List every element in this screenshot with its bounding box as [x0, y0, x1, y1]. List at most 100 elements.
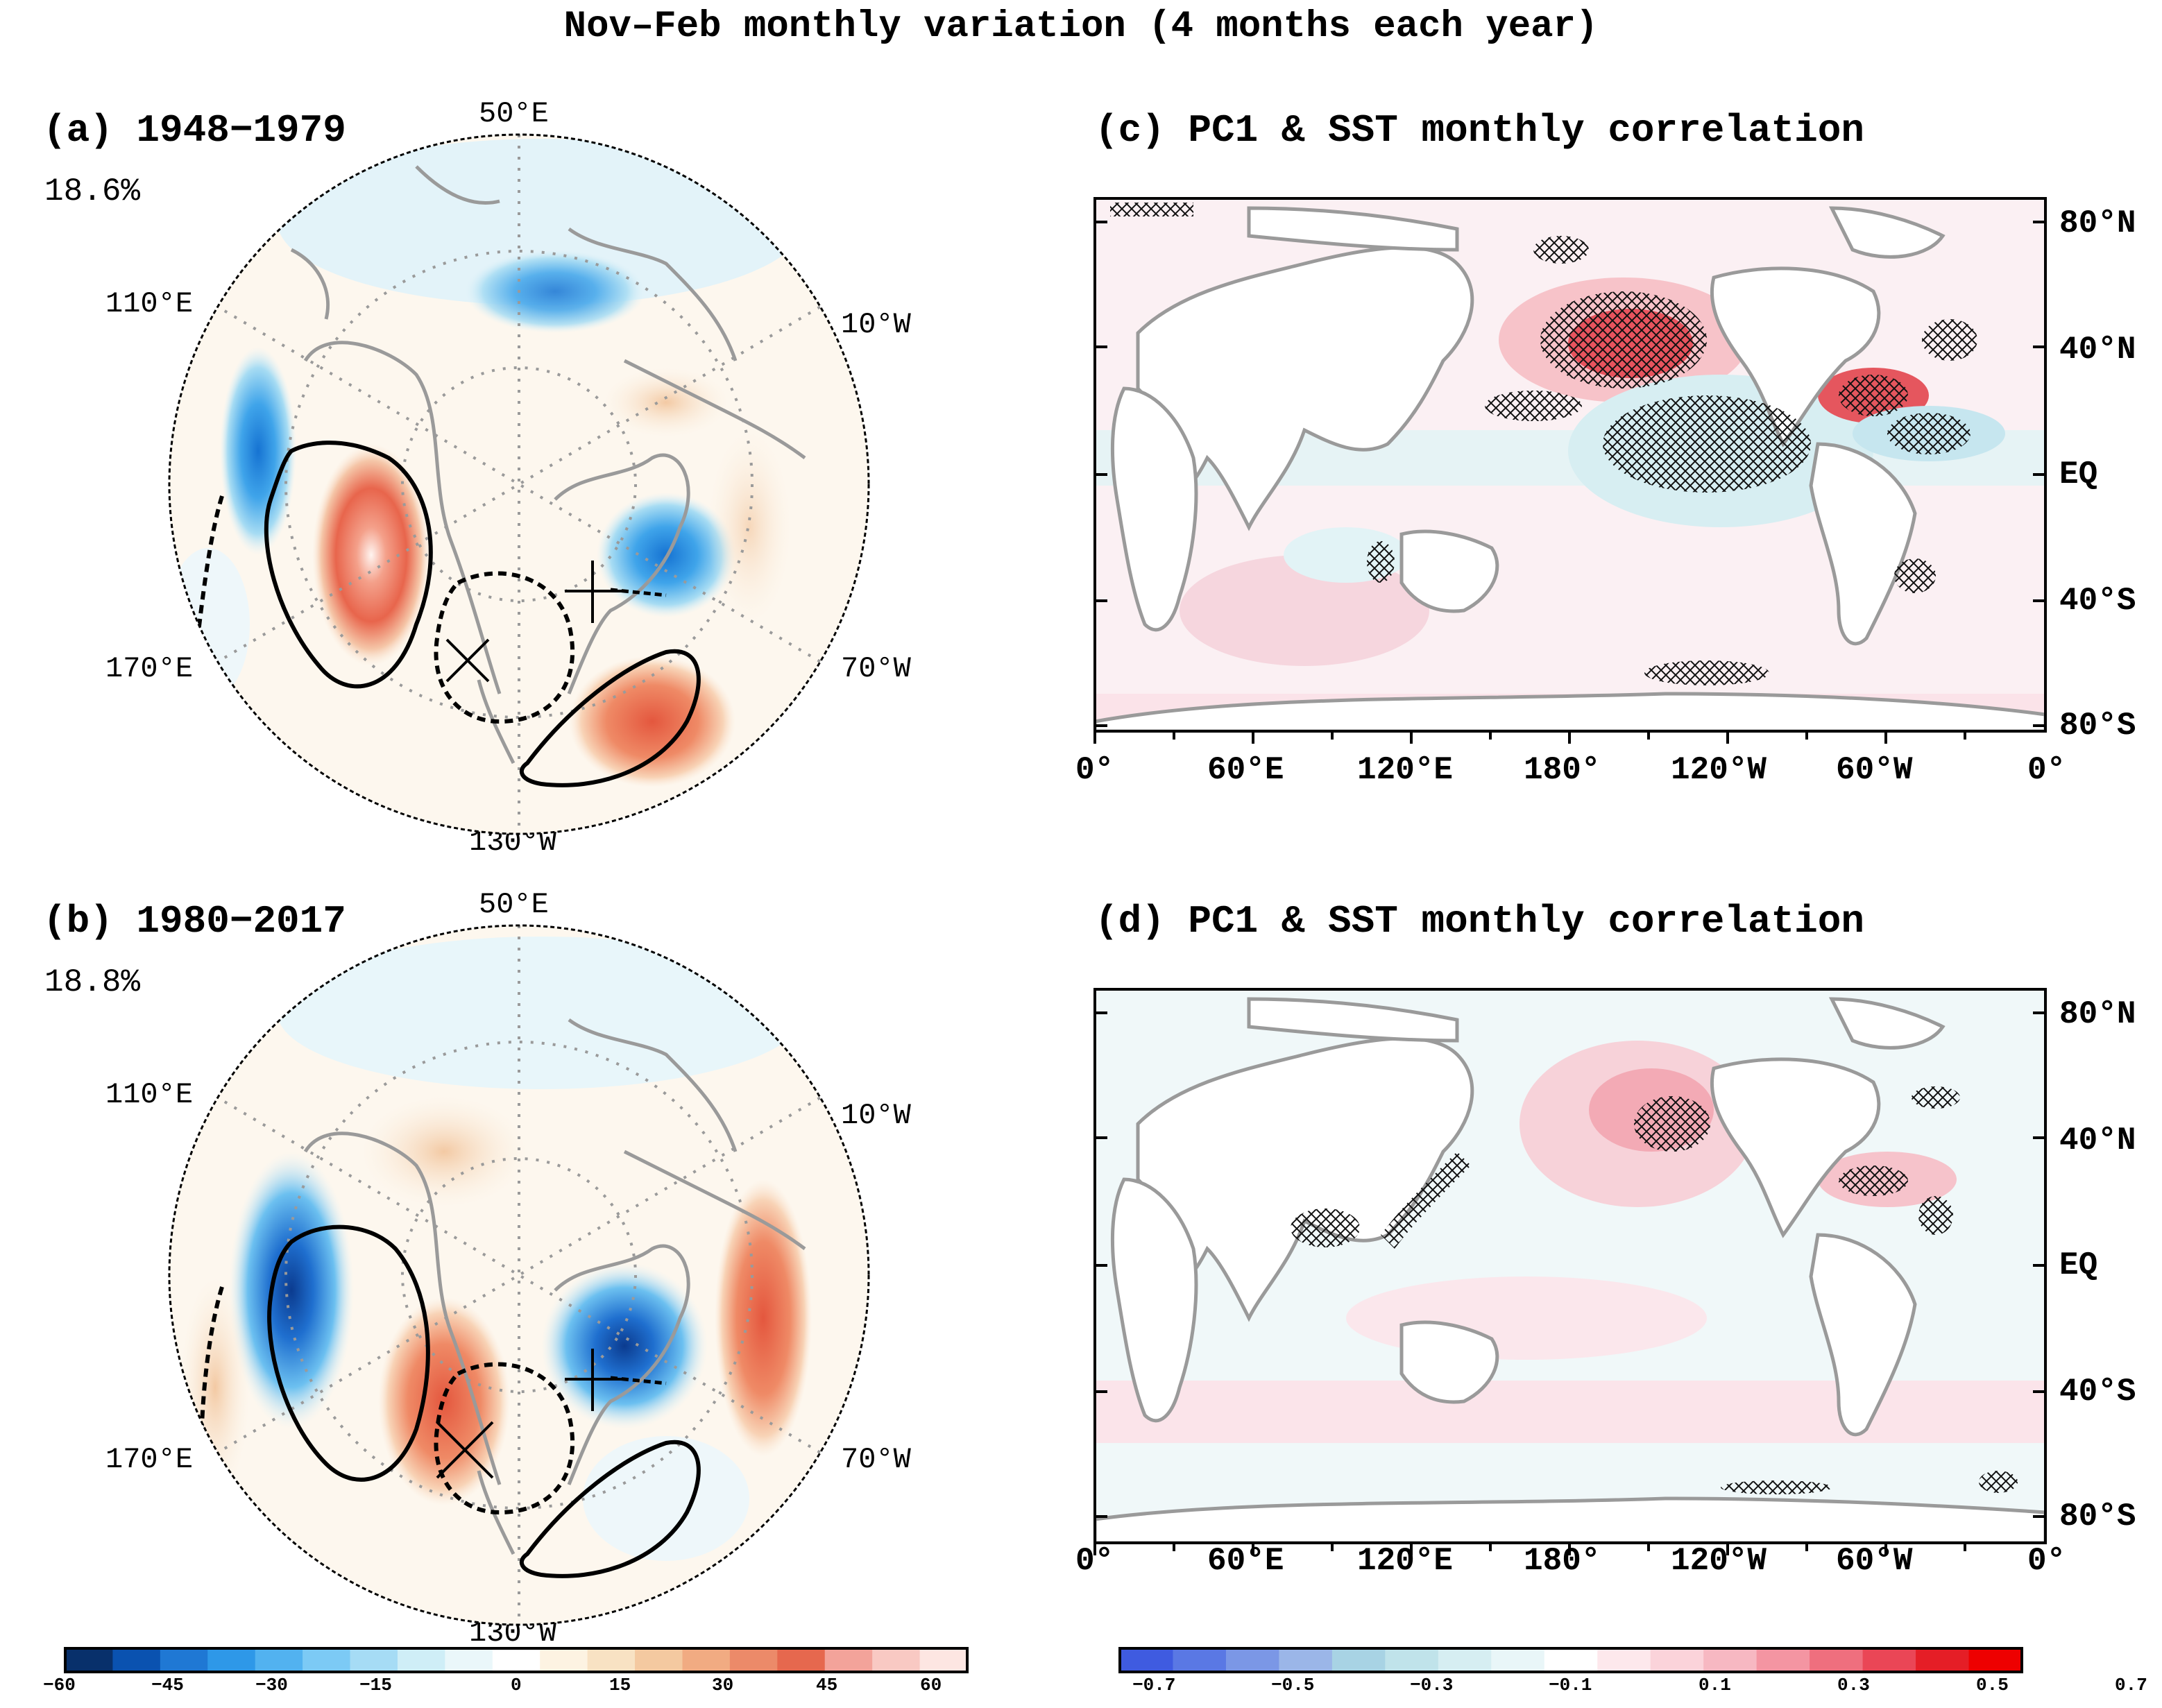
- panel-d-lon-label: 120°W: [1671, 1543, 1767, 1579]
- panel-c-lat-label: 40°S: [2059, 583, 2136, 619]
- colorbar-right-tick: −0.7: [1132, 1675, 1176, 1696]
- colorbar-right-swatch: [1968, 1648, 2023, 1672]
- colorbar-right-swatch: [1385, 1648, 1439, 1672]
- panel-c-lon-label: 0°: [2027, 752, 2066, 788]
- colorbar-right-tick: 0.7: [2115, 1675, 2147, 1696]
- panel-c-lon-label: 60°E: [1207, 752, 1284, 788]
- panel-a-lon-label: 10°W: [841, 308, 911, 341]
- colorbar-left-swatch: [777, 1648, 826, 1672]
- colorbar-right-tick: 0.1: [1699, 1675, 1731, 1696]
- panel-a-lon-label: 70°W: [841, 652, 911, 685]
- colorbar-left-tick: −45: [151, 1675, 184, 1696]
- colorbar-left-tick: −15: [359, 1675, 392, 1696]
- panel-c-map: [1095, 198, 2045, 731]
- colorbar-left-swatch: [445, 1648, 493, 1672]
- colorbar-left-tick: 45: [816, 1675, 838, 1696]
- panel-b-title: (b) 1980−2017: [43, 899, 346, 943]
- panel-d-lon-label: 0°: [2027, 1543, 2066, 1579]
- colorbar-right-swatch: [1597, 1648, 1651, 1672]
- colorbar-left-swatch: [397, 1648, 445, 1672]
- colorbar-left-swatch: [112, 1648, 161, 1672]
- colorbar-left-swatch: [824, 1648, 873, 1672]
- figure-title: Nov–Feb monthly variation (4 months each…: [563, 6, 1599, 48]
- colorbar-left-swatch: [207, 1648, 256, 1672]
- panel-c-lon-label: 0°: [1075, 752, 1114, 788]
- colorbar-left-tick: 15: [609, 1675, 631, 1696]
- panel-c-lat-label: 80°S: [2059, 708, 2136, 744]
- colorbar-left-tick: −30: [255, 1675, 288, 1696]
- colorbar-right-frame: [1118, 1647, 2023, 1673]
- panel-a-lon-label: 170°E: [105, 652, 194, 685]
- colorbar-right-swatch: [1120, 1648, 1173, 1672]
- panel-d-lat-label: EQ: [2059, 1247, 2098, 1283]
- panel-d-lon-label: 120°E: [1357, 1543, 1454, 1579]
- panel-b-lon-label: 10°W: [841, 1099, 911, 1132]
- colorbar-right-swatch: [1225, 1648, 1279, 1672]
- colorbar-right-swatch: [1331, 1648, 1386, 1672]
- panel-d-lat-label: 40°S: [2059, 1374, 2136, 1410]
- panel-d-lat-label: 40°N: [2059, 1122, 2136, 1159]
- colorbar-left-swatch: [160, 1648, 208, 1672]
- panel-d-lon-label: 60°E: [1207, 1543, 1284, 1579]
- colorbar-left-swatch: [682, 1648, 731, 1672]
- panel-d-map: [1095, 989, 2045, 1543]
- panel-a-title: (a) 1948−1979: [43, 108, 346, 153]
- colorbar-left-swatch: [303, 1648, 351, 1672]
- colorbar-right-swatch: [1703, 1648, 1757, 1672]
- panel-b-lon-label: 110°E: [105, 1078, 194, 1111]
- panel-c-lat-label: 40°N: [2059, 332, 2136, 368]
- panel-b-variance: 18.8%: [44, 964, 141, 1000]
- colorbar-right-tick: −0.3: [1410, 1675, 1454, 1696]
- colorbar-left-frame: [64, 1647, 969, 1673]
- panel-d-lon-label: 180°: [1524, 1543, 1601, 1579]
- panel-c-lon-label: 120°E: [1357, 752, 1454, 788]
- panel-b-polar-map: [169, 925, 869, 1625]
- colorbar-left-swatch: [65, 1648, 113, 1672]
- panel-c-title: (c) PC1 & SST monthly correlation: [1095, 108, 1864, 153]
- panel-b-lon-label: 170°E: [105, 1443, 194, 1476]
- panel-a-boundary: [168, 133, 870, 835]
- panel-b-lon-label: 50°E: [479, 888, 549, 921]
- colorbar-left-swatch: [350, 1648, 398, 1672]
- colorbar-left-swatch: [255, 1648, 303, 1672]
- colorbar-right-swatch: [1491, 1648, 1545, 1672]
- colorbar-right: [1120, 1648, 2023, 1672]
- colorbar-left-swatch: [635, 1648, 683, 1672]
- panel-a-lon-label: 50°E: [479, 97, 549, 130]
- panel-d-title: (d) PC1 & SST monthly correlation: [1095, 899, 1864, 943]
- colorbar-right-tick: −0.5: [1271, 1675, 1315, 1696]
- colorbar-right-tick: 0.5: [1976, 1675, 2009, 1696]
- panel-d-lon-label: 60°W: [1836, 1543, 1913, 1579]
- panel-a-variance: 18.6%: [44, 173, 141, 210]
- panel-c-lat-label: EQ: [2059, 456, 2098, 493]
- panel-b-lon-label: 70°W: [841, 1443, 911, 1476]
- panel-c-lat-label: 80°N: [2059, 205, 2136, 241]
- colorbar-left: [65, 1648, 968, 1672]
- colorbar-left-swatch: [919, 1648, 968, 1672]
- panel-d-lat-label: 80°S: [2059, 1498, 2136, 1535]
- colorbar-right-swatch: [1173, 1648, 1227, 1672]
- colorbar-left-tick: −60: [43, 1675, 76, 1696]
- colorbar-right-swatch: [1279, 1648, 1333, 1672]
- panel-a-lon-label: 110°E: [105, 287, 194, 321]
- colorbar-left-swatch: [872, 1648, 921, 1672]
- colorbar-left-swatch: [492, 1648, 540, 1672]
- panel-c-ticks: [1093, 221, 2045, 744]
- colorbar-left-tick: 60: [920, 1675, 942, 1696]
- panel-d-lat-label: 80°N: [2059, 996, 2136, 1032]
- colorbar-right-tick: 0.3: [1837, 1675, 1870, 1696]
- panel-a-polar-map: [169, 135, 869, 834]
- colorbar-left-swatch: [587, 1648, 636, 1672]
- colorbar-right-swatch: [1916, 1648, 1970, 1672]
- panel-d-ticks: [1093, 1011, 2045, 1555]
- colorbar-right-swatch: [1862, 1648, 1916, 1672]
- colorbar-right-swatch: [1756, 1648, 1810, 1672]
- colorbar-left-swatch: [540, 1648, 588, 1672]
- panel-c-lon-label: 180°: [1524, 752, 1601, 788]
- colorbar-right-tick: −0.1: [1549, 1675, 1592, 1696]
- colorbar-left-tick: 30: [712, 1675, 734, 1696]
- colorbar-left-tick: 0: [511, 1675, 522, 1696]
- panel-c-lon-label: 120°W: [1671, 752, 1767, 788]
- panel-c-lon-label: 60°W: [1836, 752, 1913, 788]
